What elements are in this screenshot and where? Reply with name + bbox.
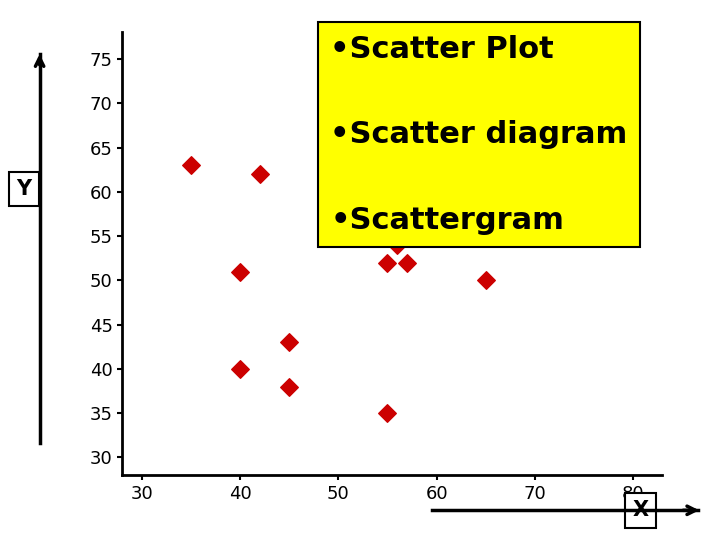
- Point: [235, 267, 246, 276]
- Text: Y: Y: [16, 179, 32, 199]
- Point: [185, 161, 197, 170]
- Point: [235, 364, 246, 373]
- Point: [392, 241, 403, 249]
- Text: X: X: [633, 500, 649, 521]
- Point: [284, 382, 295, 391]
- Point: [401, 258, 413, 267]
- Text: •Scatter Plot

•Scatter diagram

•Scattergram: •Scatter Plot •Scatter diagram •Scatterg…: [330, 35, 628, 235]
- Point: [254, 170, 266, 178]
- Point: [382, 409, 393, 417]
- Point: [284, 338, 295, 347]
- Point: [480, 276, 492, 285]
- Point: [382, 258, 393, 267]
- Point: [411, 223, 423, 232]
